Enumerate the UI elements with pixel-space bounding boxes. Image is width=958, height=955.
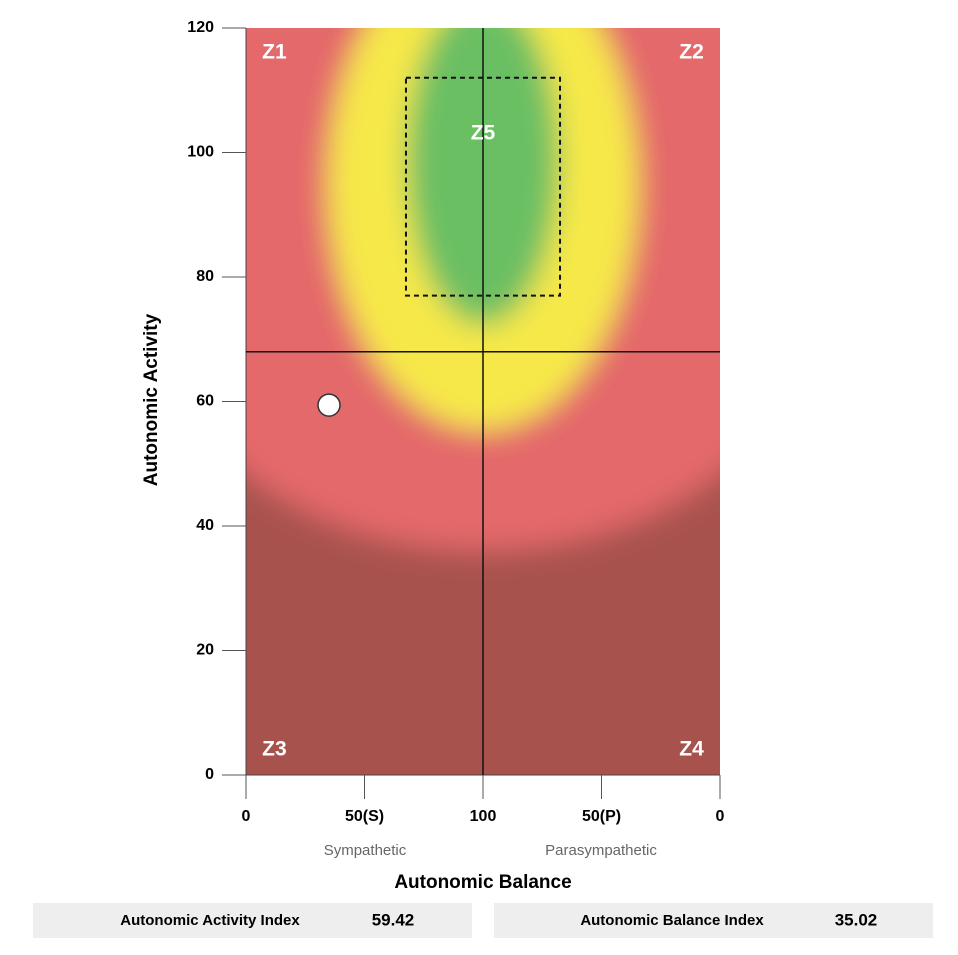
zone-label: Z4 bbox=[679, 738, 704, 761]
y-tick-label: 0 bbox=[205, 766, 214, 783]
y-tick-label: 80 bbox=[196, 268, 214, 285]
zone-label: Z5 bbox=[471, 121, 496, 144]
x-axis-label: Autonomic Balance bbox=[394, 872, 571, 893]
index-box bbox=[494, 903, 933, 938]
index-label: Autonomic Balance Index bbox=[580, 912, 764, 929]
x-tick-label: 50(S) bbox=[345, 808, 384, 825]
zone-label: Z2 bbox=[679, 40, 704, 63]
x-tick-label: 100 bbox=[470, 808, 497, 825]
index-label: Autonomic Activity Index bbox=[120, 912, 300, 929]
data-point bbox=[317, 393, 341, 417]
y-tick-label: 60 bbox=[196, 393, 214, 410]
y-axis-label: Autonomic Activity bbox=[141, 313, 162, 486]
x-tick-label: 0 bbox=[242, 808, 251, 825]
zone-label: Z3 bbox=[262, 738, 287, 761]
x-tick-label: 50(P) bbox=[582, 808, 621, 825]
x-tick-label: 0 bbox=[716, 808, 725, 825]
target-box bbox=[404, 76, 562, 297]
index-box bbox=[33, 903, 472, 938]
y-tick-label: 100 bbox=[187, 144, 214, 161]
y-tick-label: 40 bbox=[196, 517, 214, 534]
x-sublabel: Sympathetic bbox=[324, 842, 407, 859]
index-value: 35.02 bbox=[835, 910, 878, 929]
x-sublabel: Parasympathetic bbox=[545, 842, 657, 859]
y-tick-label: 120 bbox=[187, 19, 214, 36]
index-value: 59.42 bbox=[372, 910, 415, 929]
y-tick-label: 20 bbox=[196, 642, 214, 659]
zone-label: Z1 bbox=[262, 40, 287, 63]
